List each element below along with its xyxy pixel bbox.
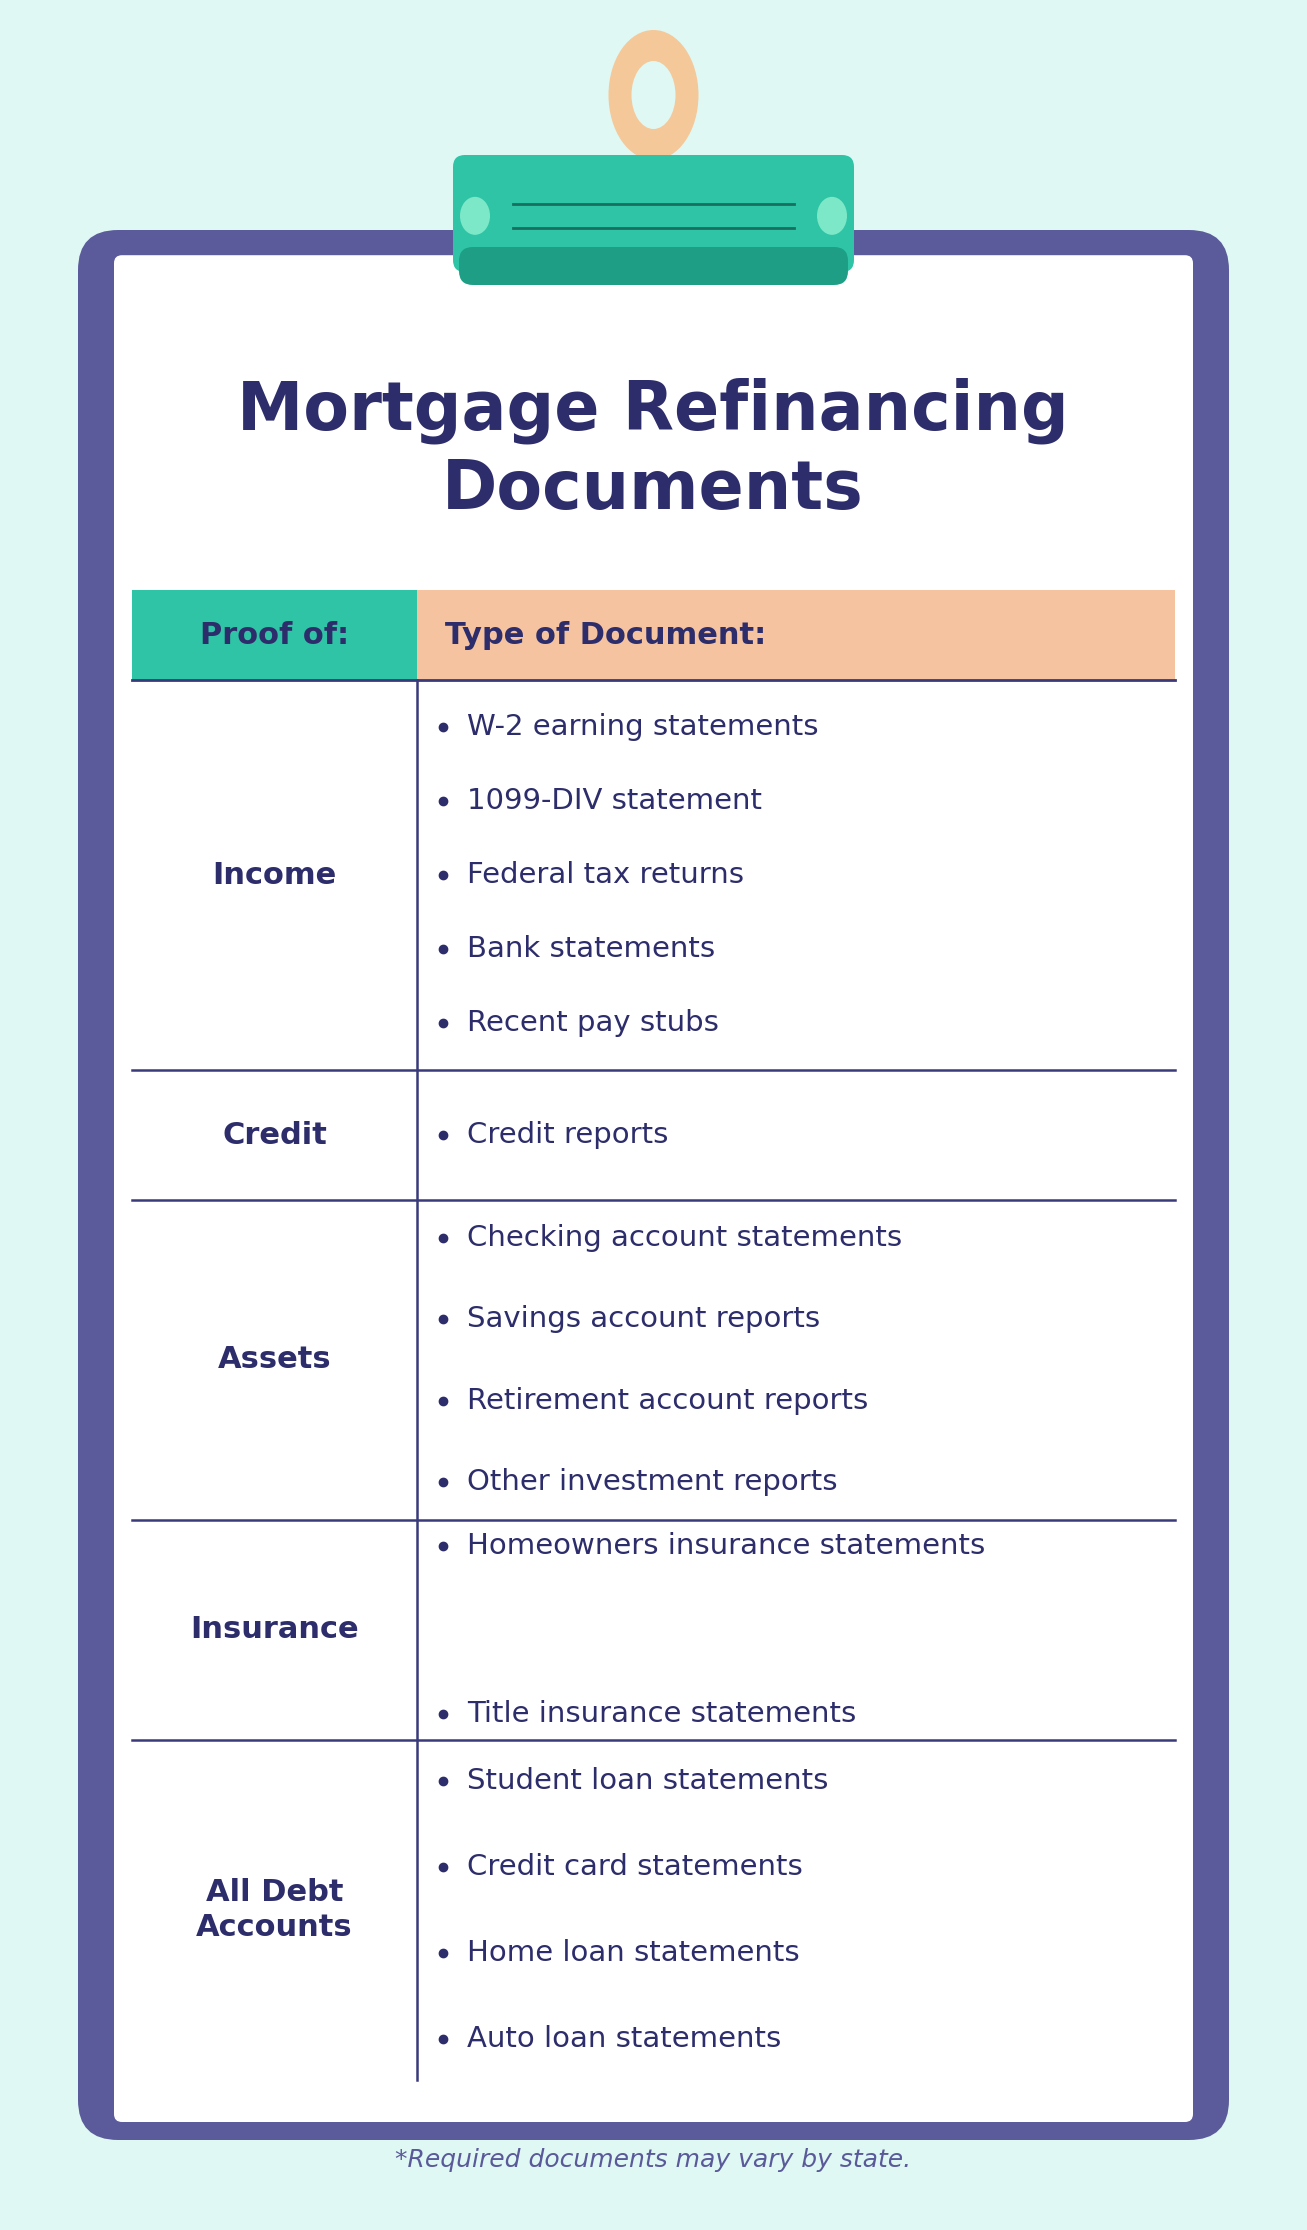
Text: Type of Document:: Type of Document:	[444, 620, 766, 649]
Text: Income: Income	[212, 861, 337, 890]
Text: Insurance: Insurance	[191, 1615, 359, 1644]
Text: Home loan statements: Home loan statements	[467, 1940, 800, 1967]
Text: Credit card statements: Credit card statements	[467, 1853, 802, 1880]
Text: Credit reports: Credit reports	[467, 1122, 668, 1148]
Text: Auto loan statements: Auto loan statements	[467, 2025, 782, 2054]
Text: Credit: Credit	[222, 1119, 327, 1148]
Text: Student loan statements: Student loan statements	[467, 1766, 829, 1795]
FancyBboxPatch shape	[459, 248, 848, 285]
FancyBboxPatch shape	[454, 156, 853, 272]
Text: Title insurance statements: Title insurance statements	[467, 1699, 856, 1728]
Text: 1099-DIV statement: 1099-DIV statement	[467, 787, 762, 814]
FancyBboxPatch shape	[78, 230, 1229, 2141]
FancyBboxPatch shape	[132, 591, 417, 680]
Text: Savings account reports: Savings account reports	[467, 1305, 819, 1334]
Text: Federal tax returns: Federal tax returns	[467, 861, 744, 890]
Ellipse shape	[460, 196, 490, 234]
Text: Recent pay stubs: Recent pay stubs	[467, 1010, 719, 1037]
Ellipse shape	[609, 29, 698, 161]
Text: Retirement account reports: Retirement account reports	[467, 1387, 868, 1414]
Ellipse shape	[631, 60, 676, 129]
Text: Checking account statements: Checking account statements	[467, 1224, 902, 1253]
Text: *Required documents may vary by state.: *Required documents may vary by state.	[395, 2147, 911, 2172]
Ellipse shape	[817, 196, 847, 234]
FancyBboxPatch shape	[417, 591, 1175, 680]
Text: Mortgage Refinancing
Documents: Mortgage Refinancing Documents	[237, 377, 1069, 522]
Text: Other investment reports: Other investment reports	[467, 1467, 838, 1496]
Text: Proof of:: Proof of:	[200, 620, 349, 649]
Text: Homeowners insurance statements: Homeowners insurance statements	[467, 1532, 985, 1561]
FancyBboxPatch shape	[114, 254, 1193, 2123]
Text: W-2 earning statements: W-2 earning statements	[467, 714, 818, 740]
Text: Bank statements: Bank statements	[467, 934, 715, 963]
Text: All Debt
Accounts: All Debt Accounts	[196, 1878, 353, 1942]
Text: Assets: Assets	[218, 1345, 331, 1374]
